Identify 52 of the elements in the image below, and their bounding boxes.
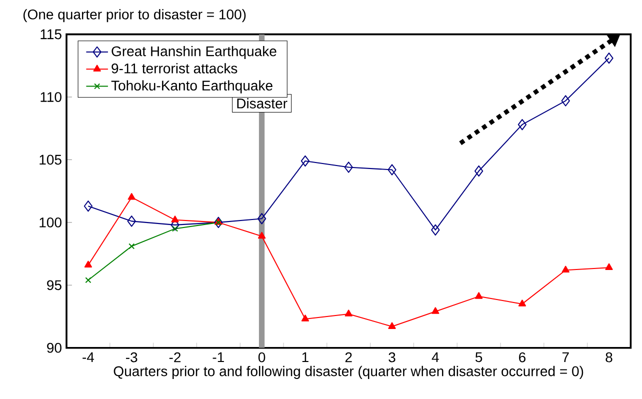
x-tick-label: -3 bbox=[126, 352, 138, 362]
x-tick-label: 6 bbox=[519, 352, 526, 362]
point bbox=[605, 263, 613, 270]
point bbox=[388, 164, 396, 176]
point bbox=[127, 216, 136, 227]
x-tick-label: 4 bbox=[432, 352, 439, 362]
point bbox=[128, 193, 136, 200]
x-tick-label: 5 bbox=[475, 352, 482, 362]
x-tick-label: 1 bbox=[302, 352, 308, 362]
x-tick-label: -1 bbox=[212, 352, 224, 362]
point bbox=[172, 226, 178, 232]
point bbox=[518, 119, 527, 130]
point bbox=[301, 314, 310, 322]
ref-line-label: Disaster bbox=[237, 98, 288, 108]
point bbox=[214, 216, 223, 228]
y-tick-label: 90 bbox=[47, 342, 62, 353]
point bbox=[84, 200, 93, 212]
point bbox=[474, 165, 484, 177]
point bbox=[518, 300, 526, 306]
point bbox=[344, 310, 352, 316]
point bbox=[432, 307, 440, 314]
y-axis-title: (One quarter prior to disaster = 100) bbox=[23, 9, 246, 22]
point bbox=[604, 52, 614, 64]
x-tick-label: -2 bbox=[169, 352, 181, 362]
x-tick-label: 0 bbox=[258, 352, 266, 362]
point bbox=[85, 277, 92, 284]
point bbox=[344, 162, 353, 173]
point bbox=[171, 216, 179, 222]
point bbox=[474, 292, 483, 299]
point bbox=[300, 155, 310, 167]
y-tick-label: 100 bbox=[40, 217, 62, 228]
point bbox=[257, 213, 266, 224]
legend-label: Tohoku-Kanto Earthquake bbox=[111, 80, 272, 94]
x-tick-label: 8 bbox=[606, 352, 612, 362]
x-tick-label: 2 bbox=[345, 352, 352, 362]
x-tick-label: -4 bbox=[82, 352, 94, 362]
legend-label: 9-11 terrorist attacks bbox=[112, 63, 238, 74]
point bbox=[128, 243, 135, 250]
point bbox=[431, 224, 440, 236]
y-tick-label: 110 bbox=[40, 92, 62, 102]
point bbox=[258, 232, 266, 239]
point bbox=[561, 95, 570, 106]
y-tick-label: 95 bbox=[47, 280, 62, 290]
x-tick-label: 3 bbox=[388, 352, 396, 362]
y-tick-label: 115 bbox=[40, 29, 62, 40]
x-axis-title: Quarters prior to and following disaster (quarter when disaster occurred = 0) bbox=[114, 366, 584, 379]
y-tick-label: 105 bbox=[40, 154, 62, 165]
x-tick-label: 7 bbox=[562, 352, 569, 362]
point bbox=[84, 260, 92, 268]
point bbox=[562, 266, 570, 273]
legend-label: Great Hanshin Earthquake bbox=[112, 46, 276, 59]
point bbox=[388, 322, 396, 329]
